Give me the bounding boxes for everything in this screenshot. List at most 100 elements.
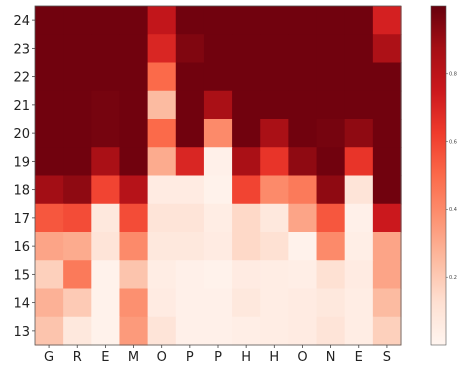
heatmap-cell [35,260,64,290]
x-tick-label: E [355,350,363,365]
heatmap-cell [35,316,64,346]
heatmap-cell [203,90,233,120]
heatmap-cell [232,6,261,35]
heatmap-cell [63,147,92,177]
heatmap-cell [147,316,177,346]
heatmap-cell [119,175,149,205]
heatmap-cell [288,288,318,318]
y-tick-label: 22 [13,71,30,86]
heatmap-cell [232,34,261,64]
heatmap-cell [91,62,121,92]
heatmap-cell [288,232,318,261]
colorbar: 0.2 0.4 0.6 0.8 [430,5,457,346]
heatmap-cell [91,203,121,233]
heatmap-cell [372,203,402,233]
heatmap-cell [91,90,121,120]
y-tick-label: 13 [13,325,30,340]
heatmap-cell [344,119,374,148]
heatmap-cell [175,232,205,261]
heatmap-cell [147,232,177,261]
heatmap-cell [119,288,149,318]
heatmap-cell [91,316,121,346]
heatmap-cell [35,288,64,318]
heatmap-cell [147,175,177,205]
heatmap-cell [316,62,346,92]
x-tick-label: H [269,350,279,365]
colorbar-tick-label: 0.8 [449,72,457,78]
heatmap-cell [260,203,289,233]
colorbar-tick-label: 0.4 [449,207,457,213]
heatmap-cell [372,34,402,64]
x-tick-label: R [73,350,82,365]
heatmap-cell [35,147,64,177]
heatmap-cell [119,90,149,120]
heatmap-cell [260,288,289,318]
heatmap-cell [175,147,205,177]
heatmap-cell [344,147,374,177]
heatmap-cell [372,90,402,120]
heatmap-cell [288,260,318,290]
heatmap-cell [260,147,289,177]
y-tick-label: 24 [13,14,30,29]
heatmap-cell [119,62,149,92]
heatmap-cell [91,6,121,35]
x-tick-label: S [383,350,391,365]
heatmap-cell [316,34,346,64]
x-tick-label: O [297,350,307,365]
heatmap-cell [232,260,261,290]
heatmap-cell [119,232,149,261]
heatmap-cell [232,203,261,233]
heatmap-cell [147,260,177,290]
heatmap-cell [35,203,64,233]
heatmap-cell [232,119,261,148]
heatmap-cell [344,175,374,205]
heatmap-cell [175,316,205,346]
heatmap-cell [316,203,346,233]
heatmap-cells [35,6,402,346]
heatmap-cell [260,6,289,35]
y-tick-label: 21 [13,99,30,114]
heatmap-cell [91,147,121,177]
heatmap-cell [63,316,92,346]
heatmap-cell [35,175,64,205]
heatmap-cell [260,316,289,346]
heatmap-cell [35,90,64,120]
x-tick-label: P [186,350,194,365]
heatmap-cell [175,90,205,120]
heatmap-cell [91,232,121,261]
heatmap-cell [372,260,402,290]
heatmap-cell [175,34,205,64]
heatmap-cell [63,260,92,290]
colorbar-tick-label: 0.2 [449,275,457,281]
x-tick-label: O [157,350,167,365]
heatmap-cell [232,147,261,177]
x-tick-label: E [101,350,109,365]
heatmap-cell [63,203,92,233]
heatmap-cell [175,119,205,148]
heatmap-cell [119,260,149,290]
heatmap-cell [63,288,92,318]
heatmap-cell [147,288,177,318]
y-tick-label: 14 [13,297,30,312]
heatmap-cell [35,119,64,148]
x-tick-label: G [44,350,54,365]
heatmap-cell [260,260,289,290]
y-tick-label: 23 [13,42,30,57]
heatmap-cell [119,316,149,346]
heatmap-cell [147,34,177,64]
heatmap-cell [260,62,289,92]
heatmap-cell [372,6,402,35]
heatmap-cell [203,147,233,177]
heatmap-cell [372,288,402,318]
y-tick-label: 20 [13,127,30,142]
heatmap-cell [91,119,121,148]
heatmap-cell [147,147,177,177]
heatmap-cell [260,232,289,261]
heatmap-cell [316,90,346,120]
heatmap-cell [91,175,121,205]
heatmap-cell [316,316,346,346]
x-tick-label: N [326,350,336,365]
heatmap-cell [35,62,64,92]
heatmap-cell [316,175,346,205]
heatmap-cell [316,6,346,35]
